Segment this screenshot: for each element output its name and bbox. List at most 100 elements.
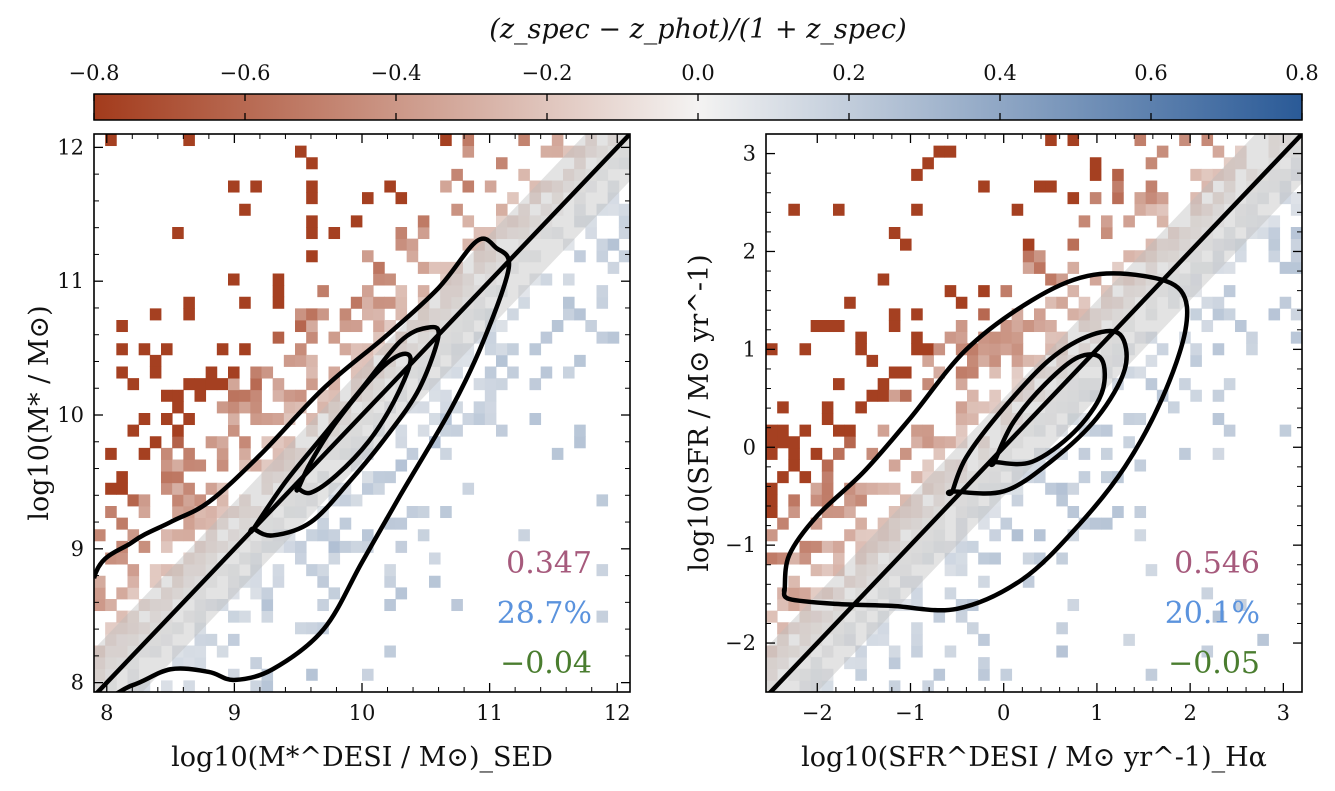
l-heatmap-cell [172,482,184,495]
r-heatmap-cell [911,645,923,658]
l-heatmap-cell [563,168,575,181]
r-heatmap-cell [1290,227,1302,240]
r-heatmap-cell [1235,203,1247,216]
r-heatmap-cell [1279,296,1292,309]
r-heatmap-cell [944,459,957,472]
r-heatmap-cell [1156,203,1169,216]
y-tick-label: 9 [71,537,84,561]
r-heatmap-cell [1112,273,1124,286]
r-heatmap-cell [933,494,946,507]
l-heatmap-cell [295,389,307,402]
l-heatmap-cell [362,250,374,263]
r-heatmap-cell [766,529,778,542]
l-heatmap-cell [507,215,519,228]
r-heatmap-cell [1067,308,1080,321]
r-heatmap-cell [877,610,890,623]
l-heatmap-cell [306,564,318,577]
r-contour-outer [781,271,1190,613]
r-heatmap-cell [888,587,901,600]
l-heatmap-cell [384,273,396,286]
r-heatmap-cell [1246,227,1258,240]
r-heatmap-cell [877,633,890,646]
l-heatmap-cell [272,471,285,484]
r-heatmap-cell [1190,285,1202,298]
l-heatmap-cell [607,331,620,344]
l-heatmap-cell [194,645,207,658]
l-heatmap-cell [395,517,408,530]
r-heatmap-cell [1056,424,1068,437]
colorbar-tick-labels: −0.8 −0.6 −0.4 −0.2 0.0 0.2 0.4 0.6 0.8 [69,61,1319,85]
l-heatmap-cell [138,413,151,426]
l-heatmap-cell [585,145,597,158]
l-heatmap-cell [395,587,408,600]
l-heatmap-cell [194,494,207,507]
r-heatmap-cell [1246,192,1258,205]
l-heatmap-cell [607,157,620,170]
r-heatmap-cell [766,610,778,623]
l-heatmap-cell [350,424,363,437]
r-heatmap-cell [1000,320,1013,333]
r-heatmap-cell [955,471,968,484]
r-heatmap-cell [955,506,968,519]
r-heatmap-cell [844,482,856,495]
l-heatmap-cell [183,680,195,692]
r-heatmap-cell [855,552,867,565]
r-heatmap-cell [1045,296,1057,309]
r-heatmap-cell [911,587,923,600]
r-heatmap-cell [1257,633,1269,646]
l-heatmap-cell [306,250,318,263]
l-heatmap-cell [116,622,128,635]
r-heatmap-cell [1089,424,1102,437]
l-heatmap-cell [161,447,173,460]
l-heatmap-cell [306,320,318,333]
l-heatmap-cell [507,227,519,240]
l-heatmap-cell [295,401,307,414]
l-heatmap-cell [306,354,318,367]
l-heatmap-cell [518,285,530,298]
l-heatmap-cell [384,599,396,612]
l-heatmap-cell [473,401,486,414]
l-heatmap-cell [484,180,497,193]
l-heatmap-cell [350,215,363,228]
r-heatmap-cell [1056,366,1068,379]
l-heatmap-cell [116,366,128,379]
r-heatmap-cell [989,366,1001,379]
r-heatmap-cell [788,622,800,635]
l-heatmap-cell [484,261,497,274]
r-heatmap-cell [1045,331,1057,344]
l-heatmap-cell [205,378,218,391]
r-heatmap-cell [911,599,923,612]
l-heatmap-cell [596,145,609,158]
r-heatmap-cell [788,203,800,216]
r-heatmap-cell [1268,238,1281,251]
l-heatmap-cell [384,517,396,530]
l-heatmap-cell [507,366,519,379]
l-heatmap-cell [116,610,128,623]
l-heatmap-cell [283,413,296,426]
l-heatmap-cell [551,180,564,193]
l-heatmap-cell [250,366,262,379]
r-heatmap-cell [911,331,923,344]
l-heatmap-cell [317,389,329,402]
r-heatmap-cell [978,657,990,670]
l-heatmap-cell [228,587,240,600]
r-heatmap-cell [888,308,901,321]
r-heatmap-cell [1000,668,1013,681]
r-heatmap-cell [1034,447,1046,460]
l-heatmap-cell [551,320,564,333]
r-heatmap-cell [1123,633,1135,646]
r-heatmap-cell [1134,273,1147,286]
l-heatmap-cell [529,378,542,391]
r-heatmap-cell [844,622,856,635]
r-heatmap-cell [1257,180,1269,193]
r-heatmap-cell [989,389,1001,402]
r-heatmap-cell [1201,645,1214,658]
l-heatmap-cell [373,261,385,274]
r-heatmap-cell [911,436,923,449]
l-heatmap-cell [596,494,609,507]
l-heatmap-cell [250,657,262,670]
r-heatmap-cell [833,610,845,623]
r-heatmap-cell [821,459,834,472]
r-heatmap-cell [1134,413,1147,426]
l-heatmap-cell [183,134,195,147]
